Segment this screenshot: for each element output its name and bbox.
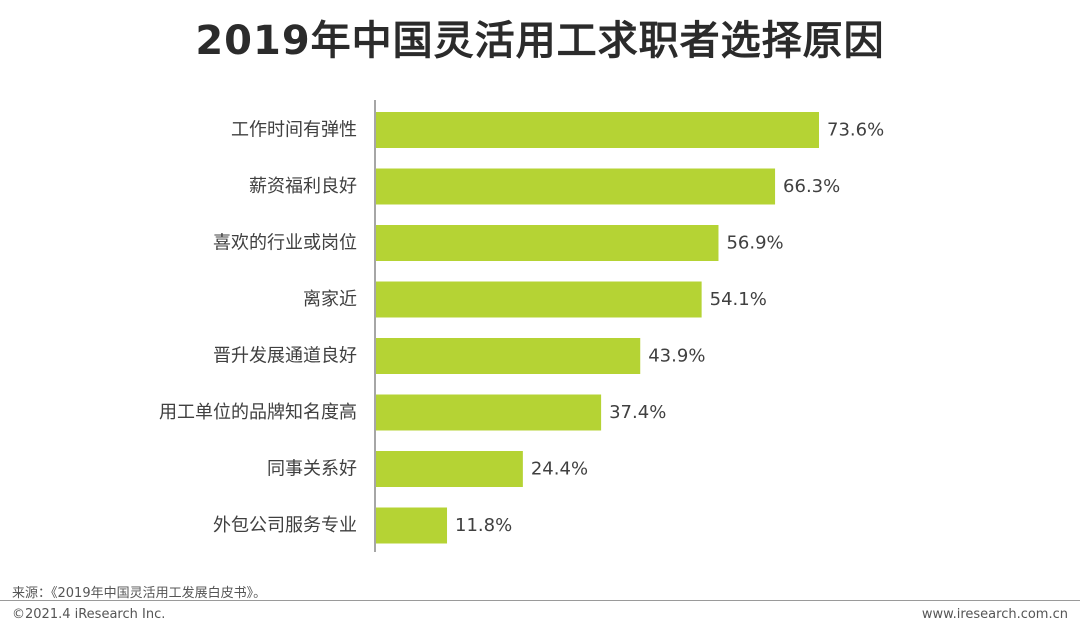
category-label: 薪资福利良好 (249, 176, 357, 197)
footer-divider (0, 600, 1080, 601)
value-label: 54.1% (710, 289, 767, 310)
bar-chart: 工作时间有弹性 73.6% 薪资福利良好 66.3% 喜欢的行业或岗位 56.9% 离家近 5… (159, 100, 884, 552)
bar (376, 112, 819, 148)
bar (376, 394, 602, 431)
bars-group: 工作时间有弹性 73.6% 薪资福利良好 66.3% 喜欢的行业或岗位 56.9% 离家近 5… (159, 112, 884, 544)
bar (376, 281, 702, 318)
bar (376, 507, 448, 544)
chart-title: 2019年中国灵活用工求职者选择原因 (195, 18, 885, 64)
value-label: 37.4% (609, 402, 666, 423)
category-label: 离家近 (303, 289, 357, 310)
bar (376, 451, 523, 487)
bar (376, 168, 776, 205)
copyright-text: ©2021.4 iResearch Inc. (12, 607, 166, 622)
category-label: 用工单位的品牌知名度高 (159, 402, 357, 423)
category-label: 晋升发展通道良好 (213, 346, 357, 367)
category-label: 同事关系好 (267, 459, 357, 480)
source-note: 来源：《2019年中国灵活用工发展白皮书》。 (12, 586, 267, 601)
value-label: 73.6% (827, 120, 884, 141)
website-link[interactable]: www.iresearch.com.cn (921, 607, 1068, 622)
category-label: 喜欢的行业或岗位 (213, 233, 357, 254)
value-label: 43.9% (648, 346, 705, 367)
bar (376, 225, 719, 261)
value-label: 11.8% (455, 515, 512, 536)
bar (376, 338, 641, 374)
category-label: 工作时间有弹性 (231, 120, 357, 141)
value-label: 66.3% (783, 176, 840, 197)
value-label: 56.9% (726, 233, 783, 254)
category-label: 外包公司服务专业 (213, 515, 357, 536)
value-label: 24.4% (531, 459, 588, 480)
